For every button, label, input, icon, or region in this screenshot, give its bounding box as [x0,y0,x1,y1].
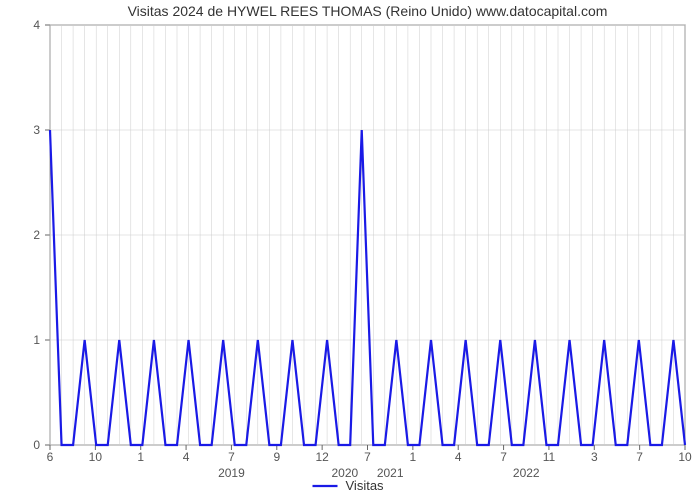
x-tick-label: 1 [410,450,417,464]
legend-label: Visitas [346,478,385,493]
chart-svg: Visitas 2024 de HYWEL REES THOMAS (Reino… [0,0,700,500]
visits-chart: Visitas 2024 de HYWEL REES THOMAS (Reino… [0,0,700,500]
x-year-label: 2022 [513,466,540,480]
x-tick-label: 9 [273,450,280,464]
x-tick-label: 1 [137,450,144,464]
x-tick-label: 11 [543,450,556,464]
y-tick-label: 1 [33,333,40,347]
y-tick-label: 0 [33,438,40,452]
x-tick-label: 6 [47,450,54,464]
x-tick-label: 3 [591,450,598,464]
x-tick-label: 10 [89,450,103,464]
x-tick-label: 7 [500,450,507,464]
y-tick-label: 3 [33,123,40,137]
x-tick-label: 7 [364,450,371,464]
x-tick-label: 10 [678,450,692,464]
x-tick-label: 7 [636,450,643,464]
x-tick-label: 12 [315,450,329,464]
x-tick-label: 4 [455,450,462,464]
x-tick-label: 4 [183,450,190,464]
x-year-label: 2019 [218,466,245,480]
y-tick-label: 4 [33,18,40,32]
chart-title: Visitas 2024 de HYWEL REES THOMAS (Reino… [128,3,608,19]
y-tick-label: 2 [33,228,40,242]
x-tick-label: 7 [228,450,235,464]
